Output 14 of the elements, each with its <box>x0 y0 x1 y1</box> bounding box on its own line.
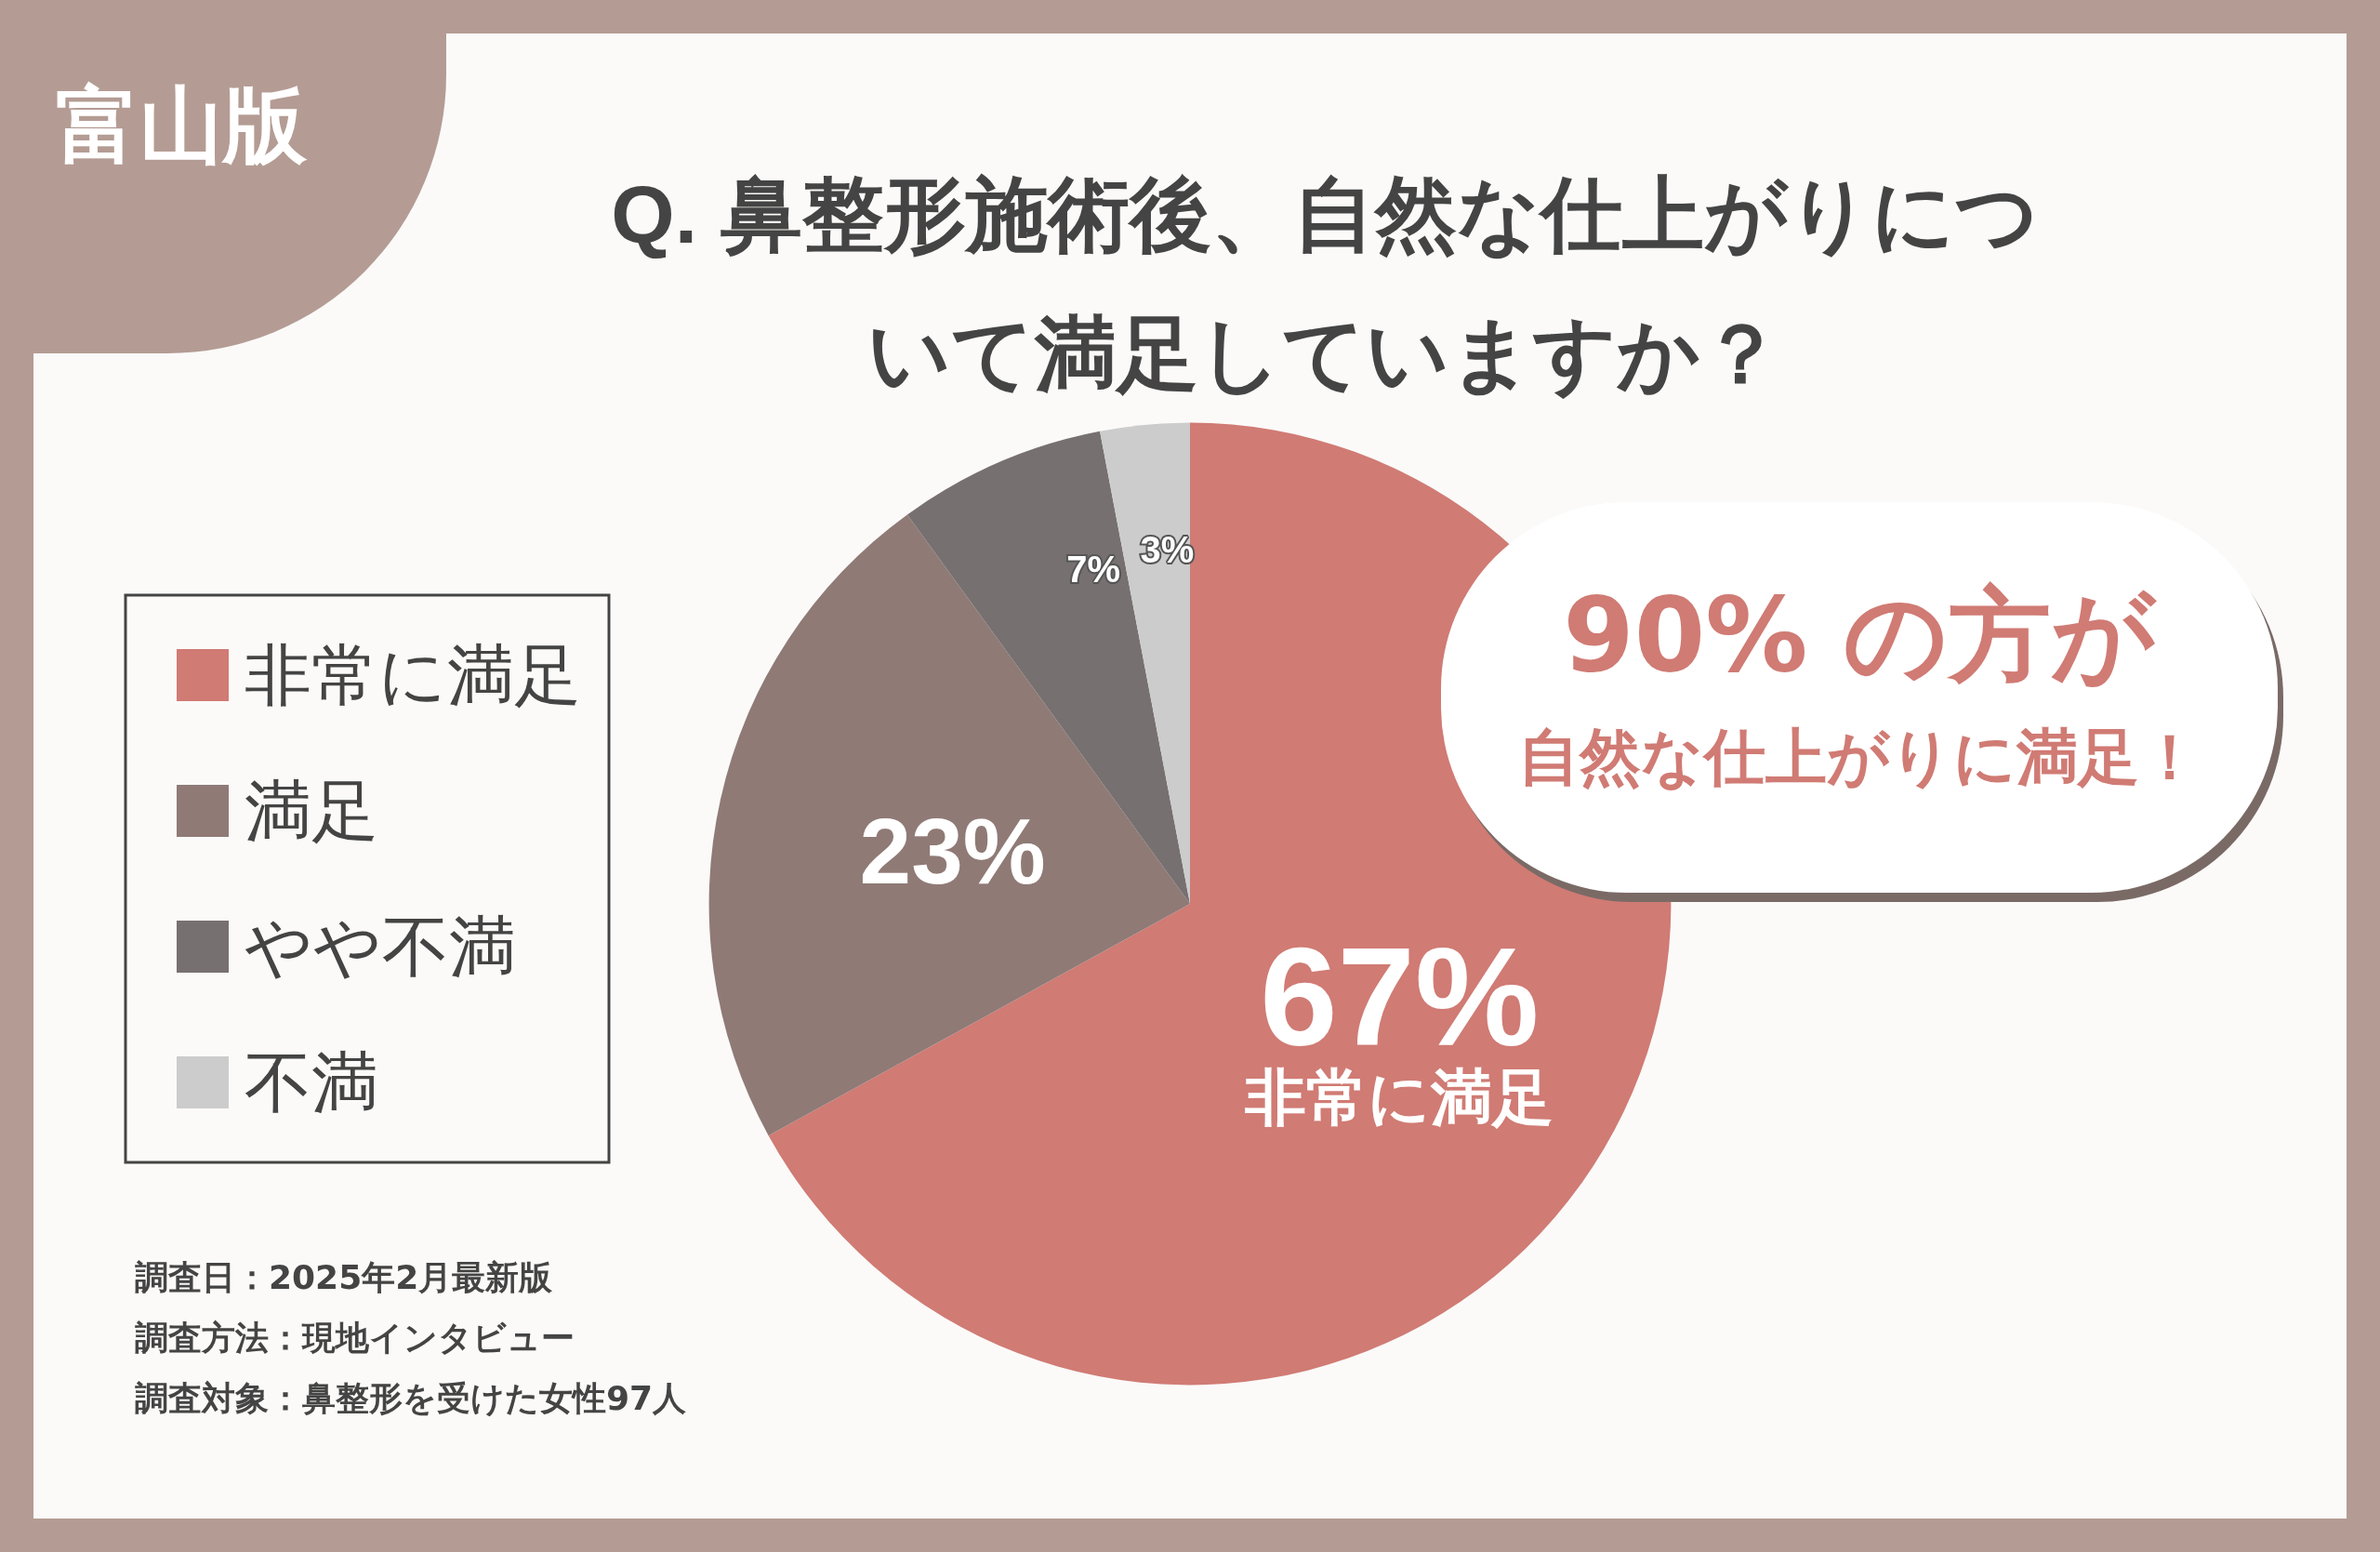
legend-label: やや不満 <box>245 909 516 984</box>
data-label: 23% <box>859 798 1046 903</box>
text: 自然な仕上がりに満足！ <box>1517 721 2202 795</box>
data-label: 7% <box>1066 548 1120 590</box>
legend-label: 満足 <box>245 774 378 848</box>
chart-title: Q. 鼻整形施術後、自然な仕上がりについて満足していますか？ <box>611 167 2039 400</box>
text: 富山版 <box>56 75 307 176</box>
text: 調査日：2025年2月最新版 <box>135 1257 553 1298</box>
legend-label: 不満 <box>245 1045 378 1120</box>
data-label: 67% 非常に満足 <box>1244 919 1554 1133</box>
text: 調査方法：現地インタビュー <box>135 1318 575 1359</box>
text: 調査対象：鼻整形を受けた女性97人 <box>135 1378 687 1419</box>
legend-label: 非常に満足 <box>245 638 581 712</box>
text: 90% の方が <box>1562 575 2158 696</box>
